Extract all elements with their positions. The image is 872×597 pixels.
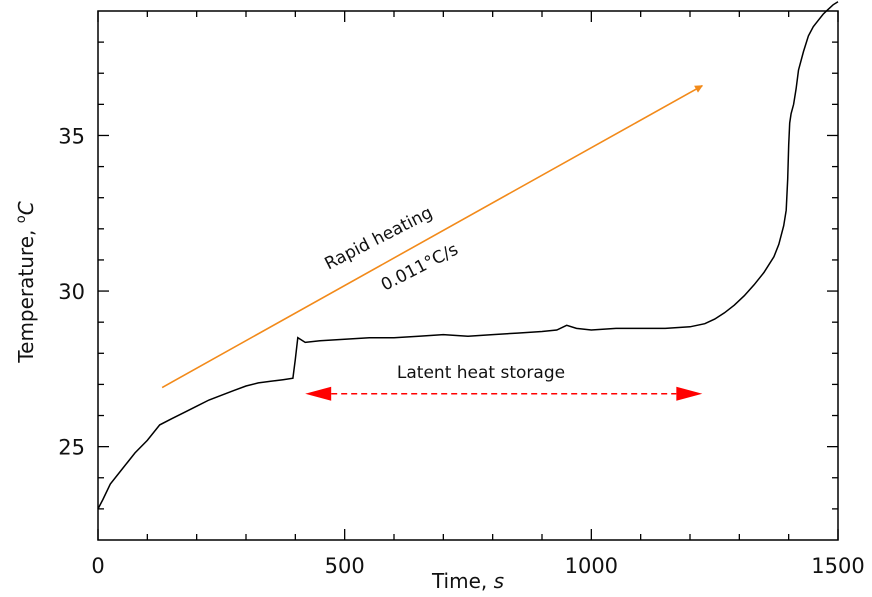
axis-tick-labels: 0 500 1000 1500 25 30 35 <box>58 124 864 578</box>
x-tick-label: 1500 <box>811 554 864 578</box>
heating-rate-label: 0.011°C/s <box>378 240 462 296</box>
x-tick-label: 0 <box>91 554 104 578</box>
y-tick-label: 25 <box>58 436 85 460</box>
x-axis-label: Time, s <box>431 569 504 593</box>
y-tick-label: 30 <box>58 280 85 304</box>
latent-heat-label: Latent heat storage <box>397 363 565 383</box>
plot-frame <box>97 10 839 541</box>
latent-heat-arrowhead-right <box>676 386 703 401</box>
y-axis-label: Temperature, oC <box>14 201 38 363</box>
latent-heat-arrowhead-left <box>305 386 332 401</box>
x-tick-label: 500 <box>325 554 365 578</box>
y-tick-label: 35 <box>58 124 85 148</box>
heating-arrow <box>161 84 704 389</box>
axis-ticks <box>97 11 839 540</box>
x-tick-label: 1000 <box>565 554 618 578</box>
temperature-series-line <box>97 1 839 510</box>
